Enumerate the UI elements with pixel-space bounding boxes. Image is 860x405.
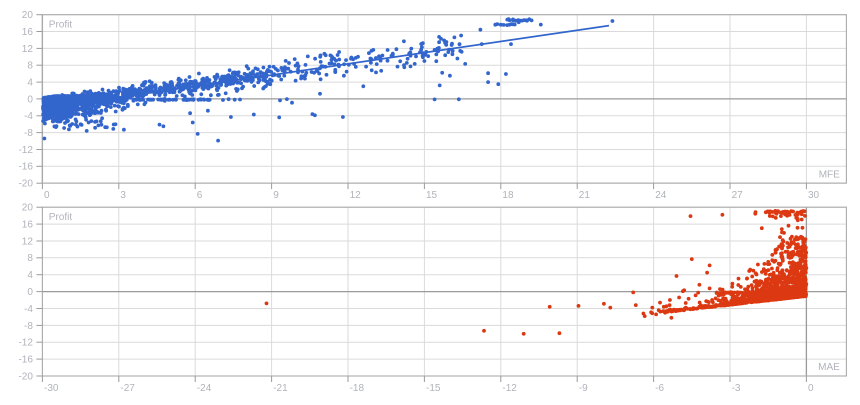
svg-text:-15: -15 [426, 383, 441, 394]
svg-text:20: 20 [22, 10, 34, 21]
svg-text:-20: -20 [18, 371, 33, 382]
svg-text:0: 0 [44, 190, 50, 201]
svg-text:18: 18 [502, 190, 514, 201]
svg-text:4: 4 [27, 78, 33, 89]
svg-text:-24: -24 [197, 383, 212, 394]
svg-text:-18: -18 [350, 383, 365, 394]
svg-text:27: 27 [732, 190, 744, 201]
svg-text:0: 0 [808, 383, 814, 394]
svg-text:30: 30 [808, 190, 820, 201]
svg-text:-9: -9 [579, 383, 588, 394]
svg-text:3: 3 [120, 190, 126, 201]
svg-text:24: 24 [655, 190, 667, 201]
svg-text:6: 6 [197, 190, 203, 201]
svg-text:MFE: MFE [819, 169, 840, 180]
svg-text:16: 16 [22, 27, 34, 38]
svg-text:-12: -12 [18, 145, 33, 156]
svg-text:Profit: Profit [49, 212, 73, 223]
svg-text:0: 0 [27, 287, 33, 298]
svg-text:-16: -16 [18, 355, 33, 366]
svg-text:-12: -12 [18, 338, 33, 349]
svg-text:-12: -12 [502, 383, 517, 394]
svg-text:-8: -8 [24, 128, 33, 139]
svg-text:15: 15 [426, 190, 438, 201]
svg-text:8: 8 [27, 61, 33, 72]
svg-text:-8: -8 [24, 321, 33, 332]
svg-text:20: 20 [22, 203, 34, 214]
svg-text:-6: -6 [655, 383, 664, 394]
svg-text:4: 4 [27, 270, 33, 281]
svg-text:8: 8 [27, 253, 33, 264]
svg-text:12: 12 [350, 190, 362, 201]
svg-text:16: 16 [22, 220, 34, 231]
svg-text:-30: -30 [44, 383, 59, 394]
svg-text:-3: -3 [732, 383, 741, 394]
svg-text:21: 21 [579, 190, 591, 201]
svg-text:12: 12 [22, 236, 34, 247]
svg-text:9: 9 [273, 190, 279, 201]
svg-text:Profit: Profit [49, 19, 73, 30]
svg-text:-27: -27 [120, 383, 135, 394]
svg-text:-4: -4 [24, 304, 33, 315]
svg-text:-21: -21 [273, 383, 288, 394]
svg-text:12: 12 [22, 44, 34, 55]
svg-text:0: 0 [27, 94, 33, 105]
svg-text:-20: -20 [18, 179, 33, 190]
svg-text:MAE: MAE [818, 362, 840, 373]
svg-text:-4: -4 [24, 111, 33, 122]
svg-text:-16: -16 [18, 162, 33, 173]
